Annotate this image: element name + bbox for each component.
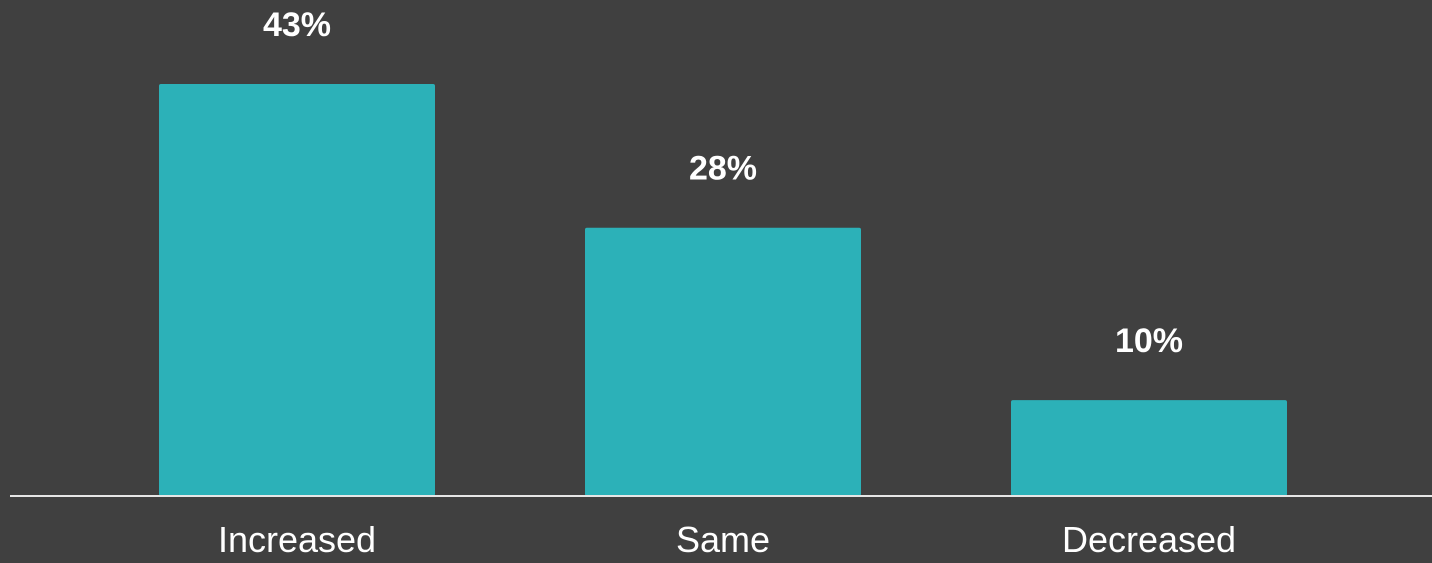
value-label-same: 28% xyxy=(689,150,757,188)
value-label-decreased: 10% xyxy=(1115,322,1183,360)
bar-increased xyxy=(159,84,435,496)
labels-layer: 43% Increased 28% Same 10% Decreased xyxy=(218,6,1236,560)
category-label-same: Same xyxy=(676,519,770,558)
value-label-increased: 43% xyxy=(263,6,331,44)
bars-layer xyxy=(159,84,1287,496)
bar-decreased xyxy=(1011,400,1287,496)
category-label-decreased: Decreased xyxy=(1062,519,1236,558)
category-label-increased: Increased xyxy=(218,519,376,558)
bar-same xyxy=(585,227,861,496)
